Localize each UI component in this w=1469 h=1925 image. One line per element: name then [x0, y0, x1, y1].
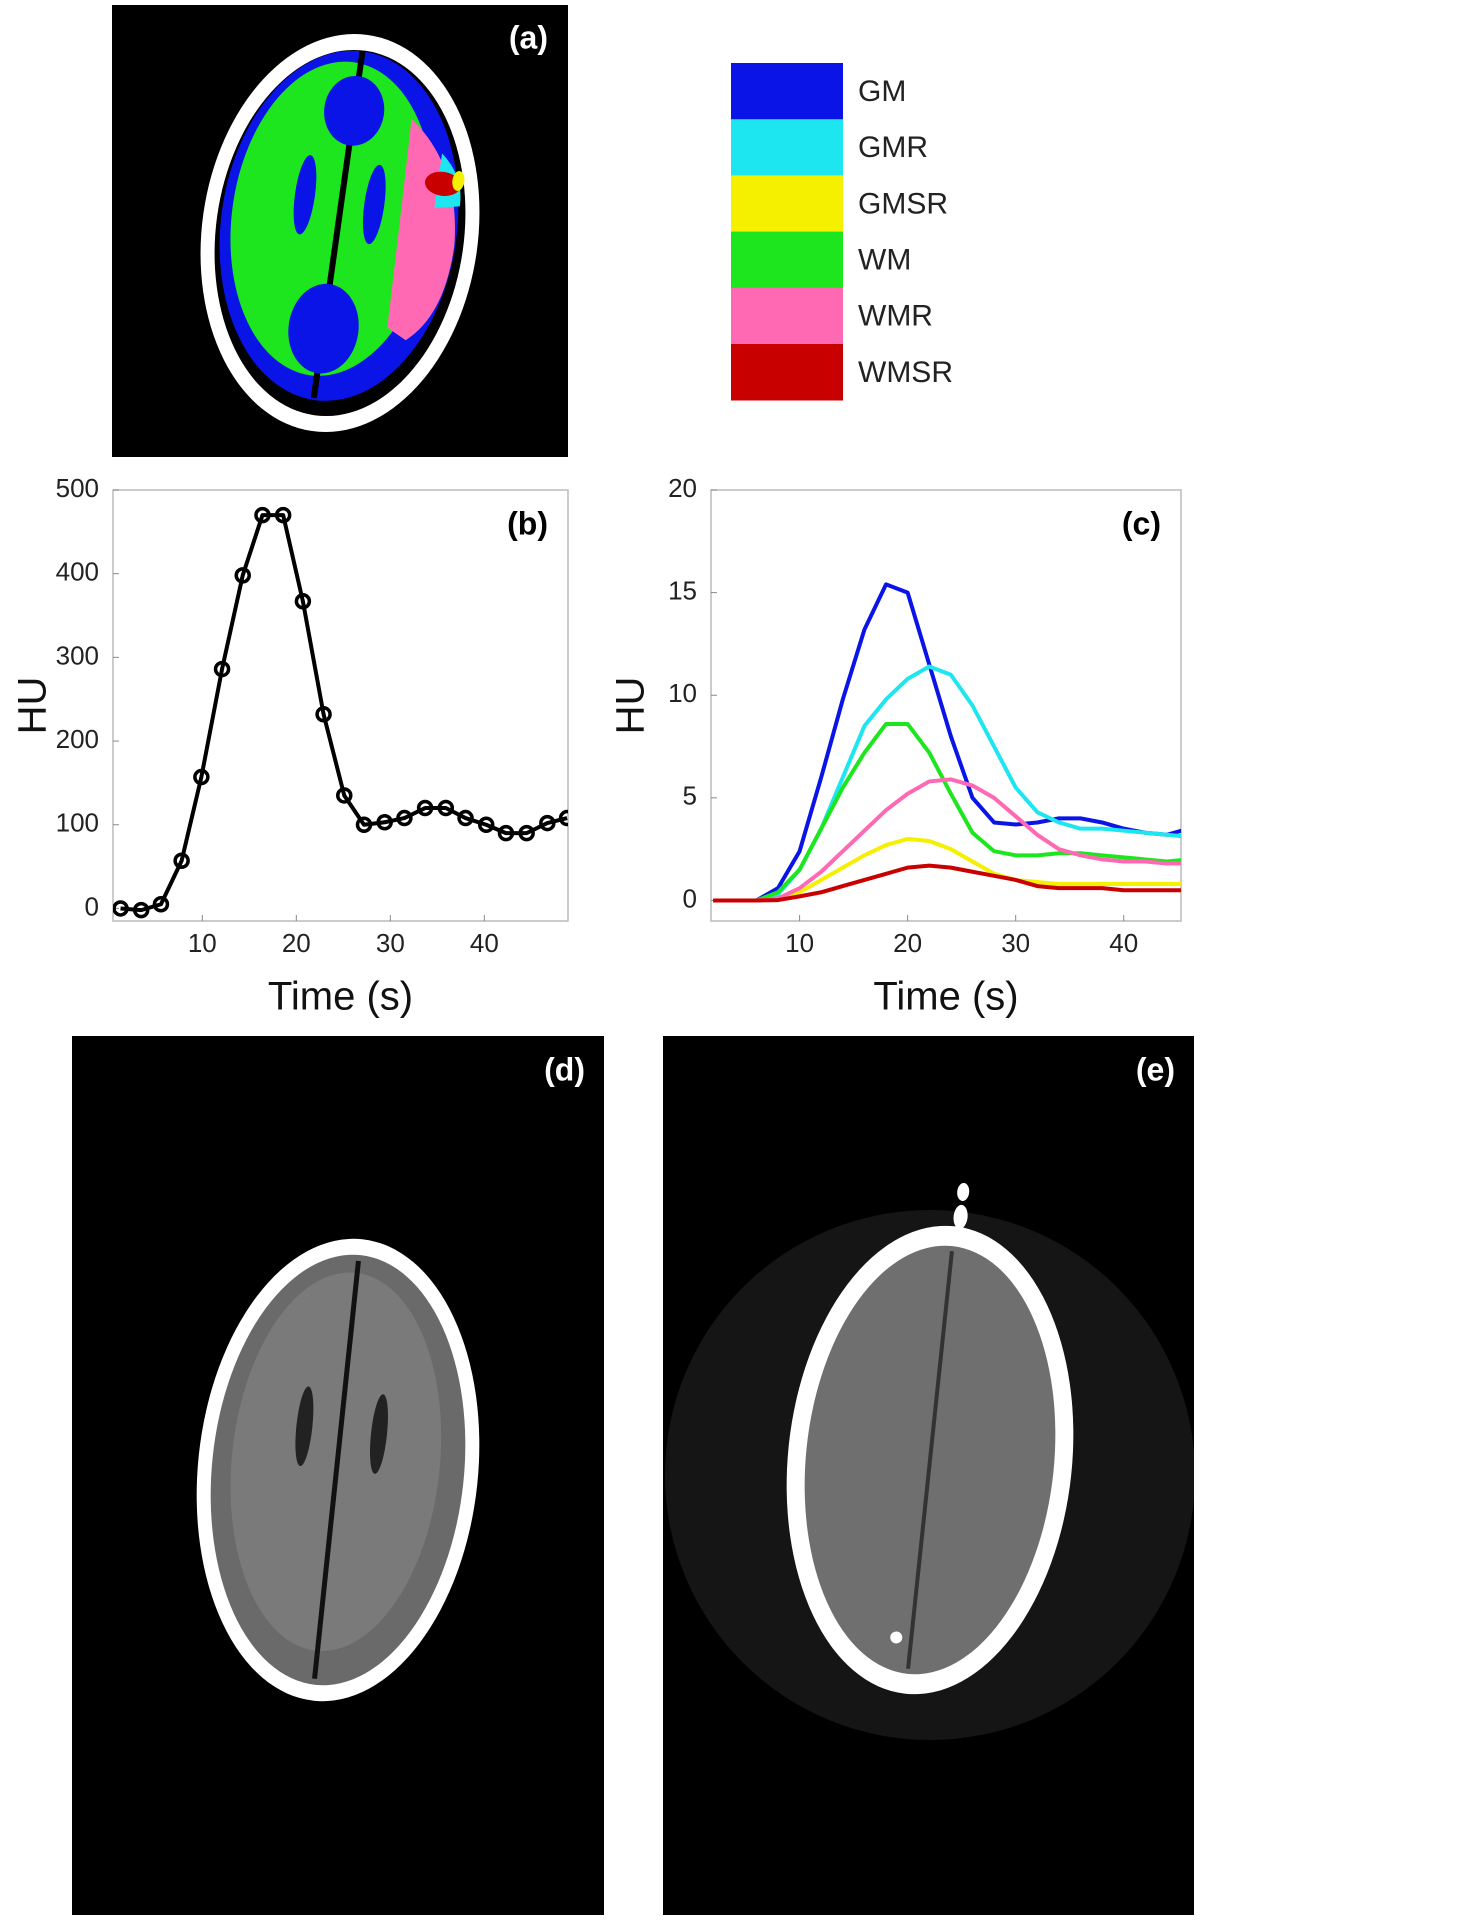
x-tick-label: 40 [470, 928, 499, 958]
x-tick-label: 40 [1109, 928, 1138, 958]
data-point [376, 813, 393, 831]
data-point [477, 816, 495, 834]
panel-label: (b) [507, 505, 548, 541]
y-tick-label: 100 [56, 808, 99, 838]
legend-swatch [731, 175, 843, 232]
plot-series [713, 582, 1181, 903]
plot-area [112, 489, 569, 922]
data-point [113, 900, 129, 917]
y-axis-label: HU [11, 677, 55, 735]
data-point [355, 816, 373, 834]
y-tick-label: 400 [56, 557, 99, 587]
x-axis-label: Time (s) [268, 975, 413, 1019]
x-axis-label: Time (s) [873, 975, 1018, 1019]
y-tick-label: 20 [668, 473, 697, 503]
x-tick-label: 10 [188, 928, 217, 958]
y-tick-label: 0 [683, 883, 697, 913]
panel-label: (c) [1122, 505, 1161, 541]
series-line [713, 863, 1181, 903]
data-point [497, 824, 515, 842]
legend: GM GMR GMSR WM WMR WMSR [731, 63, 953, 401]
y-tick-label: 5 [683, 781, 697, 811]
data-point [457, 809, 474, 827]
legend-swatch [731, 119, 843, 176]
legend-label: GMR [858, 131, 928, 164]
panel-label: (d) [544, 1051, 585, 1087]
legend-label: WM [858, 244, 911, 277]
data-point [274, 506, 292, 524]
x-tick-label: 10 [785, 928, 814, 958]
y-tick-label: 0 [85, 891, 99, 921]
data-point [437, 799, 455, 817]
data-point [152, 896, 170, 913]
legend-swatch [731, 344, 843, 401]
plot-series [113, 506, 568, 919]
data-point [558, 809, 568, 827]
data-point [416, 799, 434, 817]
legend-label: GMSR [858, 187, 948, 220]
series-line [713, 777, 1181, 903]
data-point [213, 660, 231, 678]
y-tick-label: 15 [668, 575, 697, 605]
y-axis-label: HU [609, 677, 653, 735]
series-line [713, 836, 1181, 903]
parametric-image [72, 1036, 604, 1915]
x-tick-label: 20 [893, 928, 922, 958]
data-point [315, 706, 332, 723]
x-tick-label: 20 [282, 928, 311, 958]
data-point [132, 901, 150, 919]
legend-label: GM [858, 75, 906, 108]
x-tick-label: 30 [376, 928, 405, 958]
panel-label: (a) [509, 19, 548, 55]
data-point [193, 768, 210, 786]
panel-label: (e) [1136, 1051, 1175, 1087]
x-tick-label: 30 [1001, 928, 1030, 958]
data-point [294, 593, 312, 610]
data-point [539, 814, 556, 832]
y-tick-label: 200 [56, 724, 99, 754]
data-point [396, 809, 413, 827]
y-tick-label: 500 [56, 473, 99, 503]
legend-swatch [731, 231, 843, 289]
series-line [713, 721, 1181, 903]
data-point [234, 567, 251, 584]
y-tick-label: 300 [56, 640, 99, 670]
segmentation-image [112, 5, 568, 457]
legend-label: WMSR [858, 356, 953, 389]
data-point [336, 787, 353, 804]
y-tick-label: 10 [668, 678, 697, 708]
ct-image [663, 1036, 1194, 1915]
data-point [173, 852, 190, 869]
data-point [518, 824, 535, 842]
data-point [254, 506, 271, 524]
legend-swatch [731, 63, 843, 120]
series-line [713, 582, 1181, 903]
legend-swatch [731, 287, 843, 345]
legend-label: WMR [858, 300, 933, 333]
